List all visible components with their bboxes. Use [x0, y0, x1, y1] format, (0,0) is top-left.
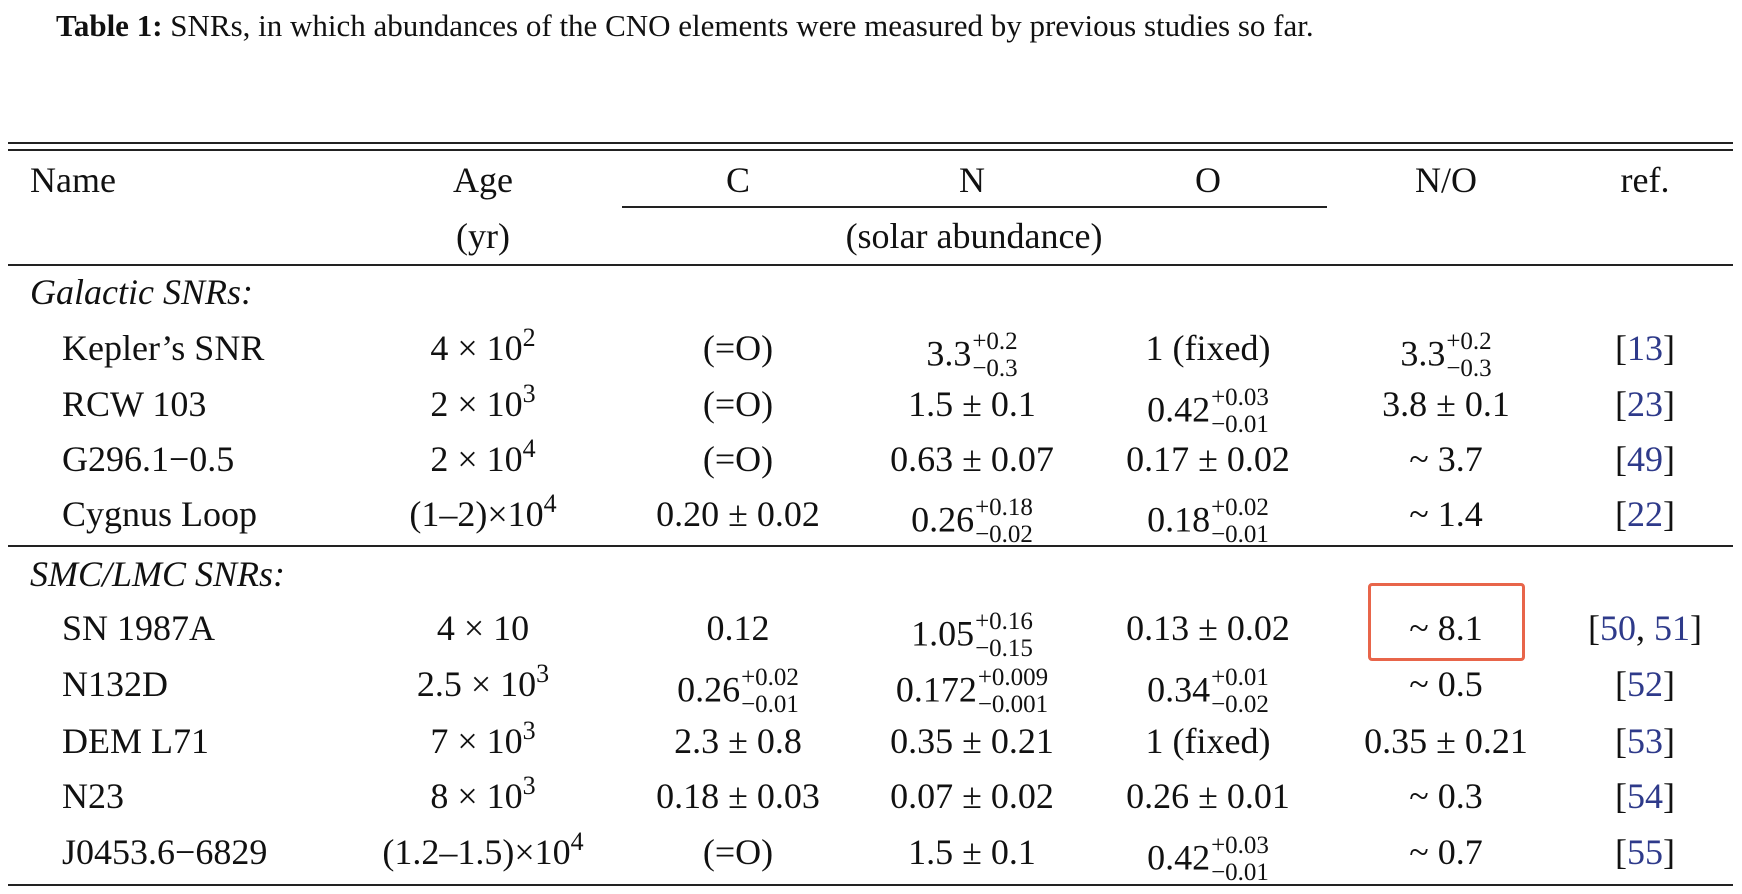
- ref-link[interactable]: 49: [1627, 439, 1663, 479]
- header-age-unit: (yr): [456, 216, 510, 256]
- row-n-over-o: ~ 0.7: [1409, 832, 1483, 872]
- ref-link[interactable]: 54: [1627, 776, 1663, 816]
- row-c: (=O): [702, 328, 774, 368]
- row-age: 2 × 104: [430, 434, 536, 479]
- row-o: 1 (fixed): [1145, 328, 1271, 368]
- row-age: 2.5 × 103: [416, 659, 550, 704]
- row-name: N23: [62, 776, 124, 816]
- bottom-rule: [8, 884, 1733, 886]
- row-c: (=O): [702, 384, 774, 424]
- row-name: DEM L71: [62, 721, 209, 761]
- row-n: 0.172 +0.009 −0.001: [895, 664, 1049, 718]
- row-n: 1.5 ± 0.1: [908, 832, 1036, 872]
- row-c: 2.3 ± 0.8: [674, 721, 802, 761]
- ref-link[interactable]: 50: [1600, 608, 1636, 648]
- row-ref: [23]: [1615, 384, 1675, 424]
- row-n-over-o: ~ 3.7: [1409, 439, 1483, 479]
- row-n-over-o: 0.35 ± 0.21: [1364, 721, 1528, 761]
- row-n: 0.26 +0.18 −0.02: [911, 494, 1033, 548]
- row-name: SN 1987A: [62, 608, 216, 648]
- header-age: Age: [453, 160, 513, 200]
- row-o: 0.42 +0.03 −0.01: [1147, 832, 1269, 886]
- row-n: 3.3 +0.2 −0.3: [926, 328, 1018, 382]
- table-caption: Table 1: SNRs, in which abundances of th…: [56, 8, 1314, 44]
- ref-link[interactable]: 22: [1627, 494, 1663, 534]
- header-c: C: [725, 160, 751, 200]
- row-ref: [50, 51]: [1588, 608, 1702, 648]
- row-ref: [55]: [1615, 832, 1675, 872]
- row-age: 4 × 10: [436, 608, 530, 648]
- header-rule: [8, 264, 1733, 266]
- caption-label: Table 1:: [56, 8, 163, 43]
- ref-link[interactable]: 55: [1627, 832, 1663, 872]
- header-o: O: [1195, 160, 1221, 200]
- row-name: J0453.6−6829: [62, 832, 268, 872]
- group-smc-lmc: SMC/LMC SNRs:: [30, 554, 286, 594]
- row-o: 1 (fixed): [1145, 721, 1271, 761]
- ref-link[interactable]: 52: [1627, 664, 1663, 704]
- header-abundance-unit: (solar abundance): [845, 216, 1103, 256]
- ref-link[interactable]: 51: [1654, 608, 1690, 648]
- row-n-over-o: 3.3 +0.2 −0.3: [1400, 328, 1492, 382]
- row-age: 2 × 103: [430, 379, 536, 424]
- row-n-over-o: ~ 8.1: [1409, 608, 1483, 648]
- row-o: 0.26 ± 0.01: [1126, 776, 1290, 816]
- row-name: G296.1−0.5: [62, 439, 235, 479]
- row-age: (1–2)×104: [409, 489, 557, 534]
- row-ref: [22]: [1615, 494, 1675, 534]
- row-c: 0.20 ± 0.02: [656, 494, 820, 534]
- row-n: 1.05 +0.16 −0.15: [911, 608, 1033, 662]
- header-n-over-o: N/O: [1415, 160, 1477, 200]
- row-ref: [49]: [1615, 439, 1675, 479]
- row-name: Kepler’s SNR: [62, 328, 265, 368]
- group-galactic: Galactic SNRs:: [30, 272, 253, 312]
- row-ref: [52]: [1615, 664, 1675, 704]
- row-c: 0.18 ± 0.03: [656, 776, 820, 816]
- row-o: 0.34 +0.01 −0.02: [1147, 664, 1269, 718]
- row-ref: [13]: [1615, 328, 1675, 368]
- row-n: 0.63 ± 0.07: [890, 439, 1054, 479]
- ref-link[interactable]: 13: [1627, 328, 1663, 368]
- row-age: 4 × 102: [430, 323, 536, 368]
- abundance-cmidrule: [622, 206, 1327, 208]
- group-separator-rule: [8, 545, 1733, 547]
- row-name: RCW 103: [62, 384, 207, 424]
- row-name: N132D: [62, 664, 168, 704]
- row-name: Cygnus Loop: [62, 494, 258, 534]
- row-c: (=O): [702, 832, 774, 872]
- row-c: 0.26 +0.02 −0.01: [677, 664, 799, 718]
- row-c: (=O): [702, 439, 774, 479]
- row-age: 8 × 103: [430, 771, 536, 816]
- header-ref: ref.: [1620, 160, 1670, 200]
- row-n-over-o: ~ 0.5: [1409, 664, 1483, 704]
- row-ref: [54]: [1615, 776, 1675, 816]
- row-n: 1.5 ± 0.1: [908, 384, 1036, 424]
- row-n-over-o: ~ 0.3: [1409, 776, 1483, 816]
- caption-text: SNRs, in which abundances of the CNO ele…: [170, 8, 1314, 43]
- ref-link[interactable]: 23: [1627, 384, 1663, 424]
- row-age: (1.2–1.5)×104: [382, 827, 584, 872]
- row-o: 0.42 +0.03 −0.01: [1147, 384, 1269, 438]
- row-n-over-o: 3.8 ± 0.1: [1382, 384, 1510, 424]
- row-c: 0.12: [706, 608, 770, 648]
- row-age: 7 × 103: [430, 716, 536, 761]
- highlight-box: [1368, 583, 1525, 661]
- row-o: 0.13 ± 0.02: [1126, 608, 1290, 648]
- row-o: 0.17 ± 0.02: [1126, 439, 1290, 479]
- row-ref: [53]: [1615, 721, 1675, 761]
- ref-link[interactable]: 53: [1627, 721, 1663, 761]
- row-n-over-o: ~ 1.4: [1409, 494, 1483, 534]
- row-n: 0.07 ± 0.02: [890, 776, 1054, 816]
- header-name: Name: [30, 160, 116, 200]
- top-rule-1: [8, 142, 1733, 144]
- top-rule-2: [8, 149, 1733, 151]
- header-n: N: [959, 160, 985, 200]
- row-o: 0.18 +0.02 −0.01: [1147, 494, 1269, 548]
- row-n: 0.35 ± 0.21: [890, 721, 1054, 761]
